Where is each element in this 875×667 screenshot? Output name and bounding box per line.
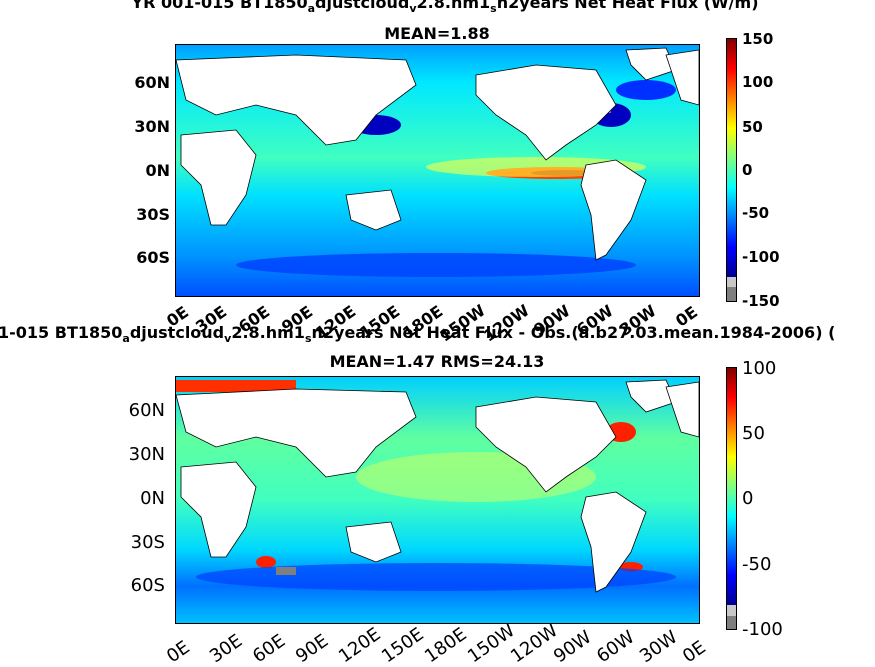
diff-land-australia [345,521,402,563]
diff-missing-data-patch [276,567,296,575]
bottom-xtick-5: 150E [378,623,428,667]
bottom-ytick-3: 30S [130,532,165,553]
bottom-colorbar [726,367,737,630]
diff-land-greenland [625,379,677,413]
top-ytick-3: 30S [136,205,170,224]
bottom-xtick-2: 60E [249,630,290,667]
top-cbar-tick-4: -50 [742,204,770,222]
bottom-colorbar-under [727,616,736,629]
land-africa [180,129,257,226]
bottom-cbar-tick-4: -100 [742,619,783,640]
bottom-xtick-1: 30E [206,630,247,667]
bottom-ytick-1: 30N [128,444,165,465]
bottom-xtick-6: 180E [421,623,471,667]
bottom-colorbar-missing [727,605,736,616]
top-cbar-tick-2: 50 [742,118,763,136]
top-ytick-1: 30N [134,117,170,136]
bottom-xtick-0: 0E [163,636,194,667]
bottom-xtick-8: 120W [507,620,562,667]
land-greenland [625,47,677,81]
southern-ocean-diff-cold [196,563,676,591]
bottom-cbar-tick-1: 50 [742,423,765,444]
top-cbar-tick-6: -150 [742,292,780,310]
bottom-map-subtitle: MEAN=1.47 RMS=24.13 [329,352,545,371]
top-map-title: YR 001-015 BT1850adjustcloudv2.8.hm1sn2y… [131,0,759,16]
bottom-map-title: 1-015 BT1850adjustcloudv2.8.hm1sn2years … [0,323,836,346]
top-colorbar [726,38,737,302]
top-colorbar-under [727,287,736,301]
bottom-ytick-2: 0N [140,488,165,509]
bottom-xtick-10: 60W [593,626,639,667]
land-europe [665,49,699,106]
diff-land-south-america [580,491,647,593]
top-ytick-4: 60S [136,248,170,267]
bottom-cbar-tick-2: 0 [742,488,754,509]
bottom-xtick-3: 90E [292,630,333,667]
north-atlantic-cold [616,80,676,100]
top-cbar-tick-5: -100 [742,248,780,266]
top-map-subtitle: MEAN=1.88 [384,24,490,43]
diff-land-north-america [475,396,617,493]
top-heat-flux-map [175,44,700,297]
diff-land-europe [665,381,699,438]
top-colorbar-missing [727,277,736,287]
bottom-colorbar-gradient [727,368,736,605]
bottom-ytick-0: 60N [128,400,165,421]
top-ytick-0: 60N [134,73,170,92]
top-colorbar-gradient [727,39,736,277]
top-cbar-tick-3: 0 [742,161,753,179]
land-australia [345,189,402,231]
top-cbar-tick-1: 100 [742,73,774,91]
bottom-xtick-7: 150W [464,620,519,667]
bottom-xtick-4: 120E [335,623,385,667]
top-ytick-2: 0N [145,161,170,180]
top-cbar-tick-0: 150 [742,30,774,48]
bottom-xtick-11: 30W [636,626,682,667]
bottom-xtick-12: 0E [679,636,710,667]
land-north-america [475,64,617,161]
land-south-america [580,159,647,261]
bottom-cbar-tick-3: -50 [742,554,772,575]
bottom-heat-flux-diff-map [175,376,700,624]
bottom-cbar-tick-0: 100 [742,358,777,379]
diff-land-eurasia [176,388,417,478]
diff-land-africa [180,461,257,558]
southern-ocean-cold [236,253,636,277]
bottom-ytick-4: 60S [130,575,165,596]
arctic-warm-band [176,380,296,392]
agulhas-warm [256,556,276,568]
land-eurasia [176,54,417,146]
